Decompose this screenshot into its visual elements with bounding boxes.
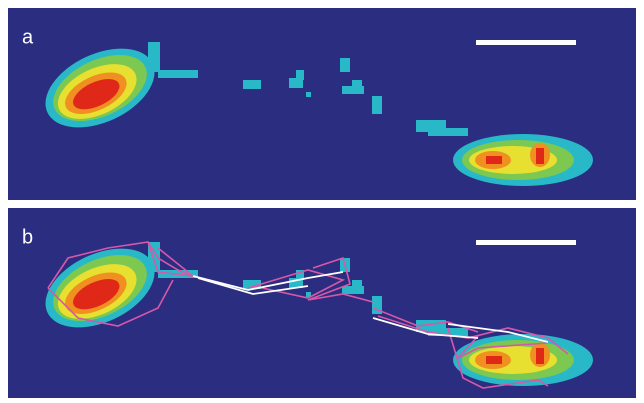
- panel-label: b: [22, 226, 33, 248]
- page: a b (() => { const data = JSON.parse(doc…: [0, 0, 644, 403]
- panel-label: a: [22, 26, 34, 48]
- panel-a: a: [8, 8, 636, 200]
- scale-bar: [476, 40, 576, 45]
- panel-b: b: [8, 208, 636, 398]
- figure: a b: [0, 0, 644, 403]
- scale-bar: [476, 240, 576, 245]
